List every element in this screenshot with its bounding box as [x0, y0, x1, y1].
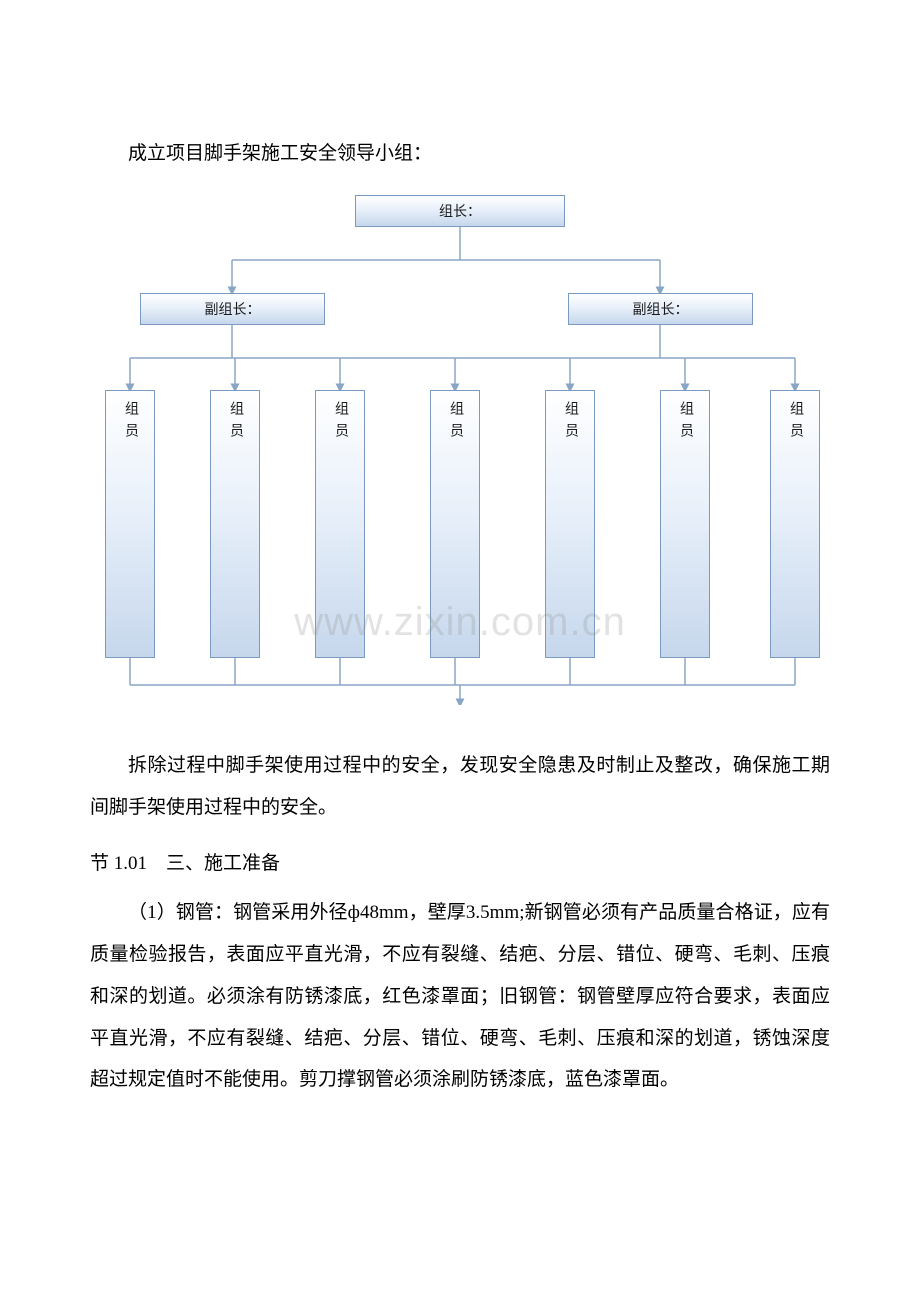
node-deputy-2-label: 副组长：	[633, 299, 689, 319]
node-leader: 组长：	[355, 195, 565, 227]
intro-text: 成立项目脚手架施工安全领导小组：	[90, 135, 830, 173]
node-member-5: 组员	[545, 390, 595, 658]
node-member-5-label: 组员	[560, 401, 580, 445]
node-member-1: 组员	[105, 390, 155, 658]
node-deputy-1-label: 副组长：	[205, 299, 261, 319]
node-member-2: 组员	[210, 390, 260, 658]
node-member-3: 组员	[315, 390, 365, 658]
node-member-6-label: 组员	[675, 401, 695, 445]
node-deputy-2: 副组长：	[568, 293, 753, 325]
node-member-1-label: 组员	[120, 401, 140, 445]
org-chart: 组长： 副组长： 副组长： 组员 组员 组员 组员 组员 组员 组员 www.z…	[90, 195, 830, 705]
node-member-4: 组员	[430, 390, 480, 658]
node-member-3-label: 组员	[330, 401, 350, 445]
section-header: 节 1.01 三、施工准备	[90, 841, 830, 887]
paragraph-1: 拆除过程中脚手架使用过程中的安全，发现安全隐患及时制止及整改，确保施工期间脚手架…	[90, 745, 830, 829]
paragraph-2: （1）钢管：钢管采用外径ф48mm，壁厚3.5mm;新钢管必须有产品质量合格证，…	[90, 892, 830, 1101]
node-member-6: 组员	[660, 390, 710, 658]
node-deputy-1: 副组长：	[140, 293, 325, 325]
node-leader-label: 组长：	[439, 201, 481, 221]
node-member-4-label: 组员	[445, 401, 465, 445]
node-member-7-label: 组员	[785, 401, 805, 445]
node-member-2-label: 组员	[225, 401, 245, 445]
node-member-7: 组员	[770, 390, 820, 658]
